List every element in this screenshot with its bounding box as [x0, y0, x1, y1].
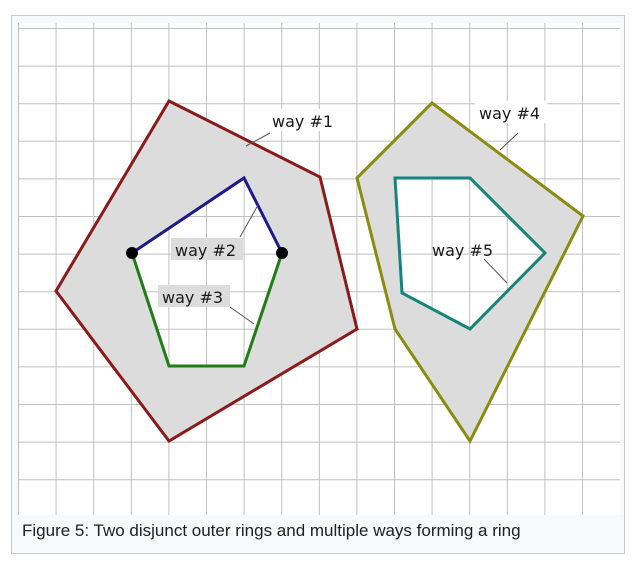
way-2-label: way #2 — [175, 241, 236, 260]
way-1-line — [54, 99, 359, 443]
way-1-leader — [245, 132, 271, 147]
way-2-line — [131, 175, 284, 255]
multipolygon-diagram: way #1 way #2 way #3 way #4 way #5 — [18, 23, 620, 515]
node-left — [126, 247, 138, 259]
way-5-line — [393, 176, 548, 331]
figure-frame: way #1 way #2 way #3 way #4 way #5 Figur… — [11, 15, 625, 554]
way-1-label-bg — [268, 109, 340, 131]
way-3-label-bg — [158, 285, 230, 307]
way-4-line — [355, 101, 585, 444]
figure-caption: Figure 5: Two disjunct outer rings and m… — [22, 521, 521, 540]
way-4-label-bg — [475, 101, 547, 123]
way-4-leader — [499, 132, 519, 151]
way-2-leader — [239, 204, 259, 238]
way-3-line — [130, 252, 284, 368]
way-5-leader — [483, 258, 508, 284]
area-left-fill — [56, 101, 357, 441]
way-2-label-bg — [171, 238, 243, 260]
node-right — [276, 247, 288, 259]
way-1-label: way #1 — [272, 112, 333, 131]
way-5-label: way #5 — [432, 241, 493, 260]
way-3-leader — [229, 306, 255, 325]
way-4-label: way #4 — [479, 104, 540, 123]
way-3-label: way #3 — [162, 288, 223, 307]
